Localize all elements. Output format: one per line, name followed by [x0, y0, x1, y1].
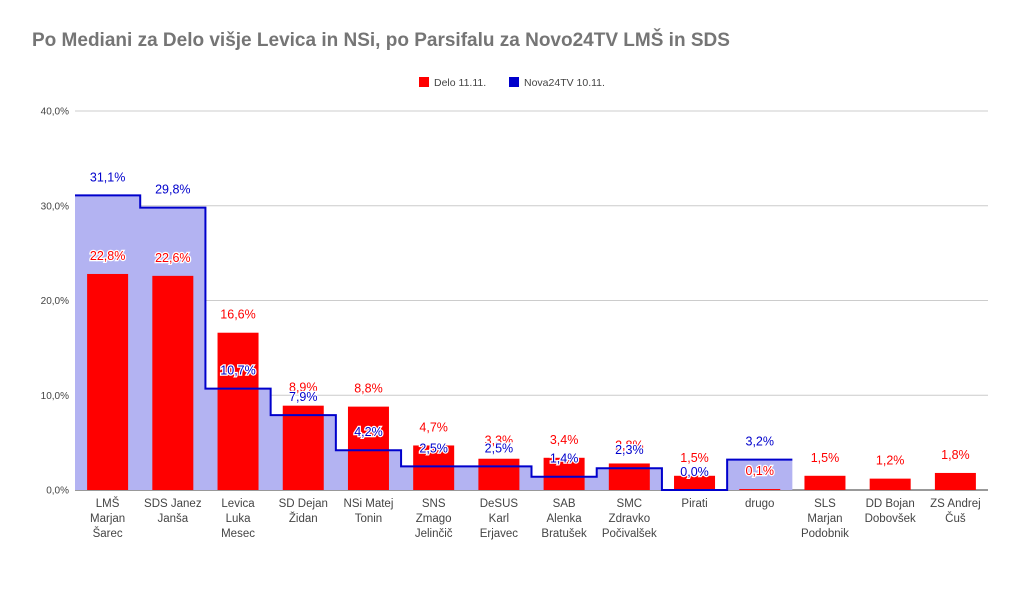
bar-layer: [87, 273, 976, 490]
bar-delo: [347, 406, 389, 490]
bar-delo: [934, 472, 976, 490]
data-label-delo: 1,2%: [876, 454, 905, 468]
x-tick-label: Pirati: [681, 498, 707, 510]
y-tick-label: 30,0%: [41, 201, 69, 212]
bar-delo: [674, 475, 716, 490]
bar-delo: [478, 458, 520, 490]
data-label-delo: 22,8%: [90, 249, 125, 263]
bar-delo: [217, 332, 259, 490]
data-label-nova24tv: 31,1%: [90, 170, 125, 184]
x-tick-label: ZS Andrej Čuš: [930, 498, 981, 525]
bar-delo: [869, 478, 911, 490]
line-layer: [75, 194, 793, 491]
data-label-nova24tv: 2,5%: [485, 441, 514, 455]
legend-item-delo-swatch: [419, 77, 429, 87]
bar-delo: [739, 489, 781, 490]
x-tick-label: SMC Zdravko Počivalšek: [602, 498, 657, 540]
legend: Delo 11.11. Nova24TV 10.11.: [419, 77, 605, 89]
data-label-nova24tv: 3,2%: [746, 435, 775, 449]
data-label-delo: 8,9%: [289, 381, 318, 395]
bar-delo: [152, 275, 194, 490]
x-tick-label: NSi Matej Tonin: [344, 498, 394, 525]
data-label-nova24tv: 29,8%: [155, 183, 190, 197]
x-tick-label: SNS Zmago Jelinčič: [415, 498, 453, 540]
x-tick-label: drugo: [745, 498, 774, 510]
y-tick-label: 40,0%: [41, 107, 69, 118]
x-axis: LMŠ Marjan Šarec SDS Janez Janša Levica Luka Me…: [90, 497, 981, 540]
x-tick-label: Levica Luka Mesec: [221, 498, 255, 540]
x-tick-label: SDS Janez Janša: [144, 498, 202, 525]
data-label-delo: 2,8%: [615, 438, 644, 452]
x-tick-label: SD Dejan Židan: [279, 498, 328, 525]
data-label-delo: 4,7%: [419, 420, 448, 434]
y-tick-label: 0,0%: [46, 486, 69, 497]
nova24tv-line: [75, 194, 793, 491]
x-tick-label: SLS Marjan Podobnik: [801, 498, 849, 540]
bar-delo: [413, 445, 455, 490]
data-label-delo: 16,6%: [220, 308, 255, 322]
x-tick-label: DeSUS Karl Erjavec: [480, 498, 519, 540]
legend-item-delo-label: Delo 11.11.: [434, 77, 486, 89]
x-tick-label: SAB Alenka Bratušek: [541, 498, 587, 540]
data-label-nova24tv: 7,9%: [289, 390, 318, 404]
data-label-nova24tv: 1,4%: [550, 452, 579, 466]
data-label-nova24tv: 2,3%: [615, 443, 644, 457]
data-label-nova24tv: 2,5%: [419, 441, 448, 455]
data-label-delo: 3,4%: [550, 433, 579, 447]
label-layer: 22,8% 22,6% 16,6% 8,9% 8,8% 4,7% 3,3% 3,4% 2,8% 1…: [89, 169, 971, 480]
data-label-delo: 3,3%: [485, 434, 514, 448]
bar-delo: [804, 475, 846, 490]
legend-item-nova24tv-swatch: [509, 77, 519, 87]
chart-title: Po Mediani za Delo višje Levica in NSi, …: [32, 30, 730, 51]
data-label-nova24tv: 0,0%: [680, 465, 709, 479]
data-label-delo: 1,5%: [811, 451, 840, 465]
bar-delo: [282, 405, 324, 490]
x-tick-label: LMŠ Marjan Šarec: [90, 497, 125, 540]
data-label-delo: 1,5%: [680, 451, 709, 465]
y-tick-label: 10,0%: [41, 391, 69, 402]
legend-item-nova24tv-label: Nova24TV 10.11.: [524, 77, 605, 89]
data-label-delo: 1,8%: [941, 448, 970, 462]
bar-delo: [87, 273, 129, 490]
data-label-nova24tv: 4,2%: [354, 425, 383, 439]
data-label-delo: 8,8%: [354, 382, 383, 396]
data-label-delo: 22,6%: [155, 251, 190, 265]
y-tick-label: 20,0%: [41, 296, 69, 307]
bar-delo: [543, 457, 585, 490]
data-label-delo: 0,1%: [746, 464, 775, 478]
data-label-nova24tv: 10,7%: [220, 364, 255, 378]
x-tick-label: DD Bojan Dobovšek: [865, 498, 916, 525]
